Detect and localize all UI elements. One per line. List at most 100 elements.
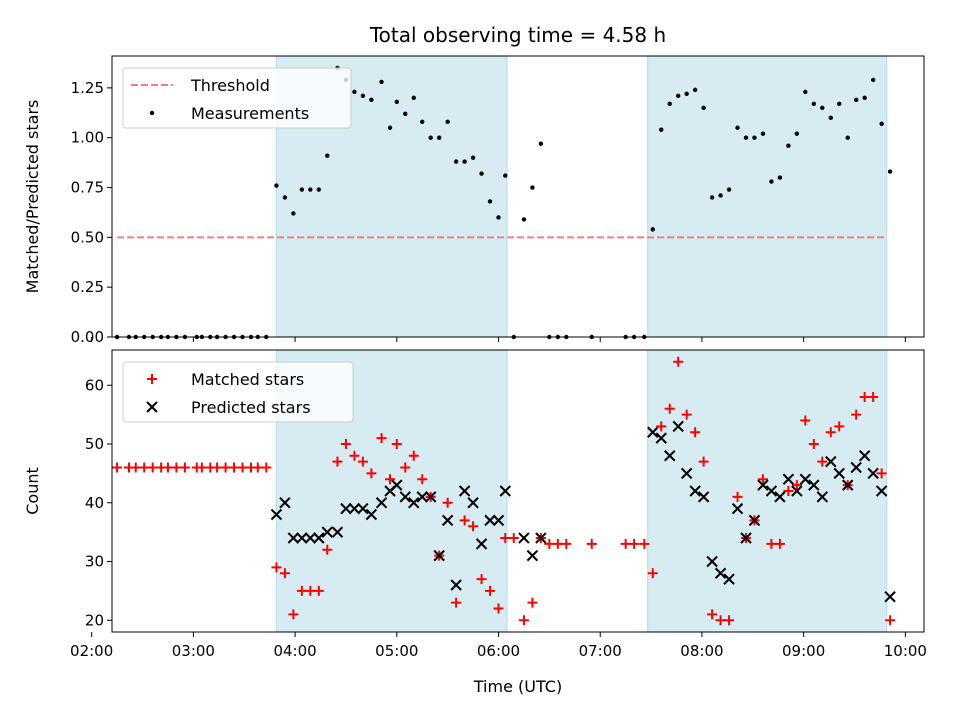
x-tick-label: 04:00	[273, 642, 316, 660]
matched-star-point	[451, 597, 462, 608]
measurement-point	[786, 143, 791, 148]
predicted-star-point	[313, 532, 325, 544]
matched-star-point	[196, 462, 207, 473]
measurement-point	[291, 211, 296, 216]
measurement-point	[828, 115, 833, 120]
measurement-point	[274, 183, 279, 188]
predicted-star-point	[518, 532, 530, 544]
predicted-star-point	[799, 473, 812, 485]
measurement-point	[299, 187, 305, 192]
matched-star-point	[552, 538, 563, 549]
measurement-point	[650, 227, 655, 232]
legend-measurements-label: Measurements	[191, 104, 309, 123]
predicted-star-point	[672, 420, 684, 433]
shaded-interval-1	[647, 349, 888, 633]
predicted-star-point	[850, 461, 862, 474]
predicted-star-point	[331, 526, 344, 538]
predicted-star-point	[647, 426, 659, 438]
predicted-star-point	[714, 567, 727, 579]
bottom-axes-frame	[111, 349, 925, 633]
matched-star-point	[766, 538, 777, 549]
bottom-panel: 20 30 40 50 60 02:00 03:00 04:00 05:00 06:00 07:00…	[23, 349, 927, 696]
measurement-point	[379, 79, 384, 85]
measurement-point	[879, 121, 884, 126]
matched-star-point	[376, 433, 387, 444]
matched-star-point	[271, 562, 282, 573]
matched-star-point	[385, 474, 396, 485]
matched-star-point	[147, 462, 158, 473]
measurement-point	[726, 187, 732, 192]
measurement-point	[845, 135, 850, 140]
predicted-star-point	[475, 538, 488, 550]
measurement-point	[316, 187, 322, 192]
matched-star-point	[800, 415, 811, 426]
legend-measurements-dot	[149, 110, 155, 116]
bottom-legend: Matched stars Predicted stars	[122, 361, 354, 423]
matched-star-point	[332, 456, 343, 467]
matched-star-point	[544, 538, 555, 549]
matched-star-point	[647, 568, 658, 579]
measurement-point	[701, 105, 706, 111]
measurement-point	[709, 195, 715, 200]
measurement-point	[667, 101, 672, 107]
measurement-point	[352, 89, 357, 95]
matched-star-point	[279, 568, 290, 579]
predicted-star-point	[757, 479, 769, 491]
matched-star-point	[468, 521, 479, 532]
predicted-star-point	[399, 491, 411, 503]
predicted-star-point	[321, 526, 333, 538]
x-tick-label: 05:00	[375, 642, 418, 660]
measurement-point	[862, 95, 867, 101]
x-tick-label: 10:00	[884, 642, 927, 660]
predicted-star-point	[731, 502, 744, 515]
measurement-point	[794, 131, 800, 136]
y-tick-label: 20	[85, 611, 104, 629]
measurement-point	[282, 195, 288, 200]
top-y-axis-label: Matched/Predicted stars	[23, 100, 42, 294]
measurement-point	[659, 127, 664, 132]
matched-star-point	[366, 468, 377, 479]
top-legend: Threshold Measurements	[122, 67, 352, 129]
predicted-star-point	[408, 497, 420, 509]
predicted-star-point	[391, 479, 403, 491]
top-axes-frame	[111, 55, 925, 338]
predicted-star-point	[535, 532, 547, 544]
x-tick-label: 08:00	[680, 642, 723, 660]
measurement-point	[387, 125, 393, 130]
measurement-point	[538, 141, 544, 146]
matched-star-point	[656, 421, 667, 432]
measurement-point	[777, 175, 783, 180]
matched-star-point	[357, 456, 368, 467]
matched-star-point	[724, 615, 735, 626]
matched-star-point	[508, 533, 519, 543]
measurement-point	[453, 159, 459, 164]
matched-star-point	[296, 585, 307, 596]
bottom-legend-box	[122, 361, 354, 423]
matched-star-point	[707, 609, 718, 620]
matched-star-point	[476, 574, 487, 585]
predicted-star-point	[375, 497, 388, 509]
matched-star-point	[220, 462, 231, 473]
matched-star-point	[459, 515, 470, 526]
predicted-star-point	[697, 491, 710, 503]
y-tick-label: 60	[85, 376, 104, 394]
predicted-star-point	[450, 579, 462, 591]
predicted-star-point	[884, 591, 896, 603]
predicted-star-point	[279, 497, 291, 509]
predicted-star-point	[875, 485, 888, 497]
measurement-point	[503, 173, 508, 178]
matched-star-point	[485, 585, 496, 596]
measurement-point	[760, 131, 766, 136]
predicted-star-point	[492, 514, 505, 527]
y-tick-label: 1.25	[71, 79, 104, 97]
matched-star-point	[162, 462, 173, 473]
x-tick-label: 07:00	[579, 642, 622, 660]
matched-star-point	[171, 462, 182, 473]
measurement-point	[308, 187, 313, 192]
measurement-point	[735, 125, 740, 130]
legend-predicted-cross	[146, 401, 158, 413]
measurement-point	[369, 97, 374, 103]
matched-star-point	[212, 462, 223, 473]
predicted-star-point	[858, 450, 871, 462]
matched-star-point	[681, 409, 692, 420]
